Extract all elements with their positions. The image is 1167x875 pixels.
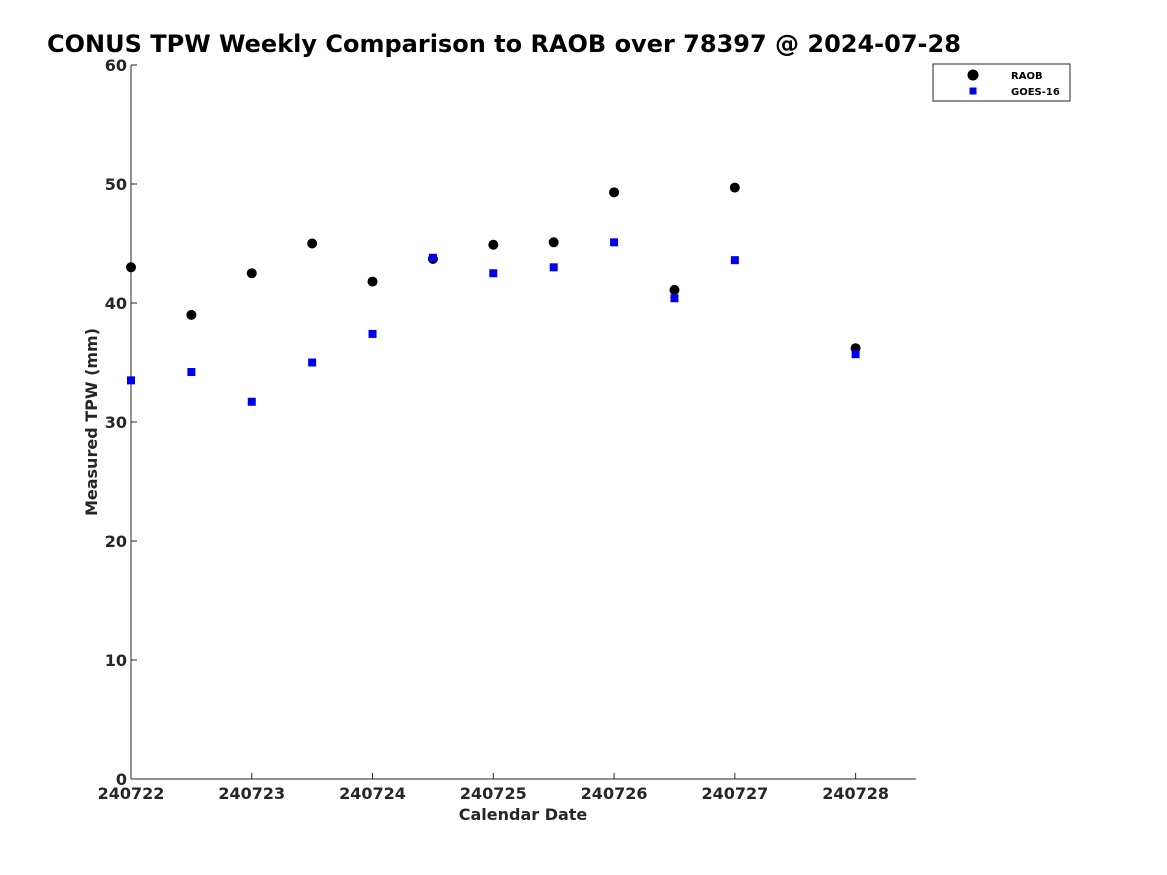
legend-raob-marker — [967, 69, 979, 81]
x-tick-label: 240728 — [822, 784, 889, 803]
x-tick-label: 240727 — [701, 784, 768, 803]
point-goes16 — [670, 294, 679, 303]
legend-raob-label: RAOB — [1011, 71, 1043, 82]
y-tick-label: 10 — [105, 651, 127, 670]
point-goes16 — [730, 256, 739, 265]
y-tick-label: 30 — [105, 413, 127, 432]
point-goes16 — [851, 350, 860, 359]
point-goes16 — [247, 397, 256, 406]
point-goes16 — [489, 269, 498, 278]
point-goes16 — [308, 358, 317, 367]
y-tick-label: 40 — [105, 294, 127, 313]
x-tick-label: 240725 — [460, 784, 527, 803]
point-raob — [307, 238, 318, 249]
point-raob — [729, 182, 740, 193]
data-points — [126, 182, 861, 406]
axes — [130, 65, 916, 780]
y-tick-label: 20 — [105, 532, 127, 551]
y-tick-label: 60 — [105, 56, 127, 75]
x-ticks: 240722 240723 240724 240725 240726 240727 2407… — [98, 773, 889, 803]
point-goes16 — [127, 376, 135, 385]
legend-goes16-marker — [969, 87, 977, 95]
point-goes16 — [428, 253, 437, 262]
x-axis-label: Calendar Date — [459, 805, 588, 824]
y-axis-label: Measured TPW (mm) — [82, 328, 101, 516]
point-raob — [488, 239, 499, 250]
x-tick-label: 240723 — [218, 784, 285, 803]
legend: RAOB GOES-16 — [932, 63, 1071, 102]
point-raob — [609, 187, 620, 198]
x-tick-label: 240726 — [581, 784, 648, 803]
point-raob — [367, 276, 378, 287]
point-goes16 — [610, 238, 619, 247]
point-raob — [126, 262, 136, 273]
y-tick-label: 0 — [116, 770, 127, 789]
y-ticks: 0 10 20 30 40 50 60 — [105, 56, 137, 789]
point-goes16 — [368, 329, 377, 338]
point-raob — [186, 309, 197, 320]
y-tick-label: 50 — [105, 175, 127, 194]
x-tick-label: 240724 — [339, 784, 406, 803]
point-goes16 — [549, 263, 558, 272]
x-tick-label: 240722 — [98, 784, 165, 803]
point-raob — [548, 237, 559, 248]
point-goes16 — [187, 368, 196, 377]
legend-goes16-label: GOES-16 — [1011, 87, 1060, 98]
chart-title: CONUS TPW Weekly Comparison to RAOB over… — [47, 30, 961, 58]
point-raob — [246, 268, 257, 279]
legend-box — [932, 63, 1071, 102]
point-raob — [669, 284, 680, 295]
